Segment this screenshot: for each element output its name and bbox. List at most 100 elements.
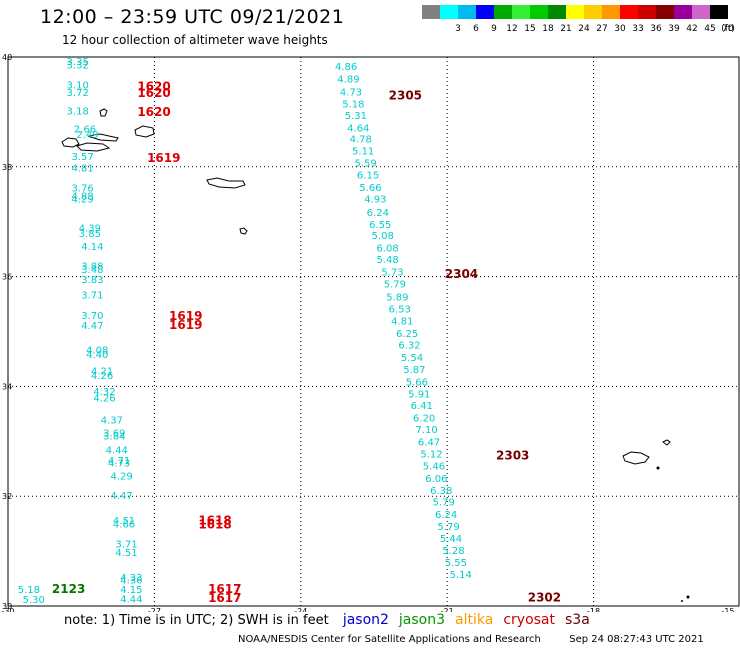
scale-label: 18 [542,24,554,34]
wave-height-label: 3.71 [115,539,137,550]
wave-height-label: 4.81 [71,163,93,174]
map-subtitle: 12 hour collection of altimeter wave hei… [62,33,328,47]
wave-height-label: 4.64 [347,123,369,134]
wave-height-label: 5.73 [381,268,403,279]
scale-label: 21 [560,24,571,34]
wave-height-label: 3.18 [67,106,89,117]
pass-time-label: 2303 [496,448,529,462]
wave-height-label: 3.48 [81,265,103,276]
wave-height-label: 4.47 [110,491,132,502]
island-santa-maria [239,227,248,235]
wave-height-label: 5.54 [401,353,423,364]
lon-tick-label: -18 [587,607,600,612]
wave-height-label: 5.18 [18,585,40,596]
wave-height-label: 2.66 [74,124,96,135]
wave-labels: 3.353.323.103.723.182.662.493.574.813.76… [18,57,561,606]
wave-height-label: 5.66 [406,377,428,388]
wave-height-label: 3.69 [103,429,125,440]
wave-height-label: 4.89 [337,74,359,85]
scale-bin [584,5,602,19]
lon-tick-label: -27 [148,607,161,612]
wave-height-label: 5.91 [408,390,430,401]
wave-height-label: 4.26 [91,371,113,382]
wave-height-label: 4.29 [71,195,93,206]
wave-height-label: 3.84 [103,431,125,442]
pass-time-label: 1617 [208,582,241,596]
wave-height-label: 3.57 [71,152,93,163]
scale-label: 9 [491,24,497,34]
scale-label: 33 [632,24,643,34]
wave-height-label: 5.79 [437,522,459,533]
map-grid [7,56,740,607]
wave-height-label: 3.83 [81,275,103,286]
wave-height-label: 5.14 [450,570,472,581]
footer-timestamp: Sep 24 08:27:43 UTC 2021 [569,634,704,645]
wave-height-label: 4.40 [86,350,108,361]
wave-height-label: 4.21 [91,366,113,377]
wave-height-label: 6.55 [369,220,391,231]
lon-tick-label: -30 [1,607,14,612]
scale-label: 15 [524,24,535,34]
lon-tick-label: -21 [441,607,454,612]
scale-label: 12 [506,24,517,34]
wave-height-label: 6.20 [413,414,435,425]
map-title: 12:00 – 23:59 UTC 09/21/2021 [40,6,345,28]
wave-height-label: 4.44 [120,594,142,605]
wave-height-label: 6.47 [418,437,440,448]
wave-height-label: 6.08 [376,244,398,255]
wave-height-label: 6.38 [430,486,452,497]
island-pico [76,142,111,152]
pass-time-label: 2305 [389,88,422,102]
wave-height-label: 4.73 [340,88,362,99]
pass-time-label: 1620 [137,105,170,119]
wave-height-label: 6.53 [389,304,411,315]
wave-height-label: 5.44 [440,534,462,545]
scale-label: 24 [578,24,590,34]
pass-time-label: 2304 [445,267,478,281]
island-sao-miguel [206,177,246,189]
scale-bin [620,5,638,19]
wave-height-label: 3.70 [81,311,103,322]
wave-height-label: 5.59 [354,158,376,169]
wave-height-label: 4.44 [106,446,128,457]
scale-bin [476,5,494,19]
scale-label: 45 [704,24,715,34]
wave-height-label: 4.33 [120,573,142,584]
scale-label: 30 [614,24,626,34]
scale-bin [494,5,512,19]
scale-bin [548,5,566,19]
wave-height-label: 4.93 [364,195,386,206]
wave-height-label: 6.24 [367,208,389,219]
lat-tick-label: 40 [2,53,12,62]
wave-height-label: 6.15 [357,170,379,181]
lat-tick-label: 30 [2,602,12,611]
scale-label: 39 [668,24,680,34]
lat-tick-label: 38 [2,163,12,172]
wave-height-label: 5.48 [376,255,398,266]
pass-time-label: 1619 [169,309,202,323]
scale-bin [440,5,458,19]
satellite-altika: altika [455,612,494,628]
wave-height-label: 5.28 [442,546,464,557]
wave-height-label: 4.32 [93,387,115,398]
wave-height-label: 4.66 [113,520,135,531]
satellite-jason2: jason2 [342,612,389,628]
scale-label: 6 [473,24,479,34]
scale-label: 42 [686,24,697,34]
scale-bin [710,5,728,19]
pass-time-label: 1620 [137,86,170,100]
island-outlines [61,108,690,602]
scale-label: 27 [596,24,607,34]
wave-height-label: 5.46 [423,461,445,472]
wave-height-label: 3.72 [67,88,89,99]
wave-height-label: 4.36 [120,576,142,587]
wave-height-label: 4.88 [71,191,93,202]
wave-height-label: 4.39 [79,224,101,235]
pass-time-label: 2302 [528,591,561,605]
scale-bin [674,5,692,19]
wave-height-label: 4.71 [108,456,130,467]
wave-height-label: 4.29 [110,471,132,482]
wave-height-label: 3.76 [71,184,93,195]
satellite-legend: jason2 jason3 altika cryosat s3a [333,612,590,628]
wave-height-label: 4.47 [81,321,103,332]
